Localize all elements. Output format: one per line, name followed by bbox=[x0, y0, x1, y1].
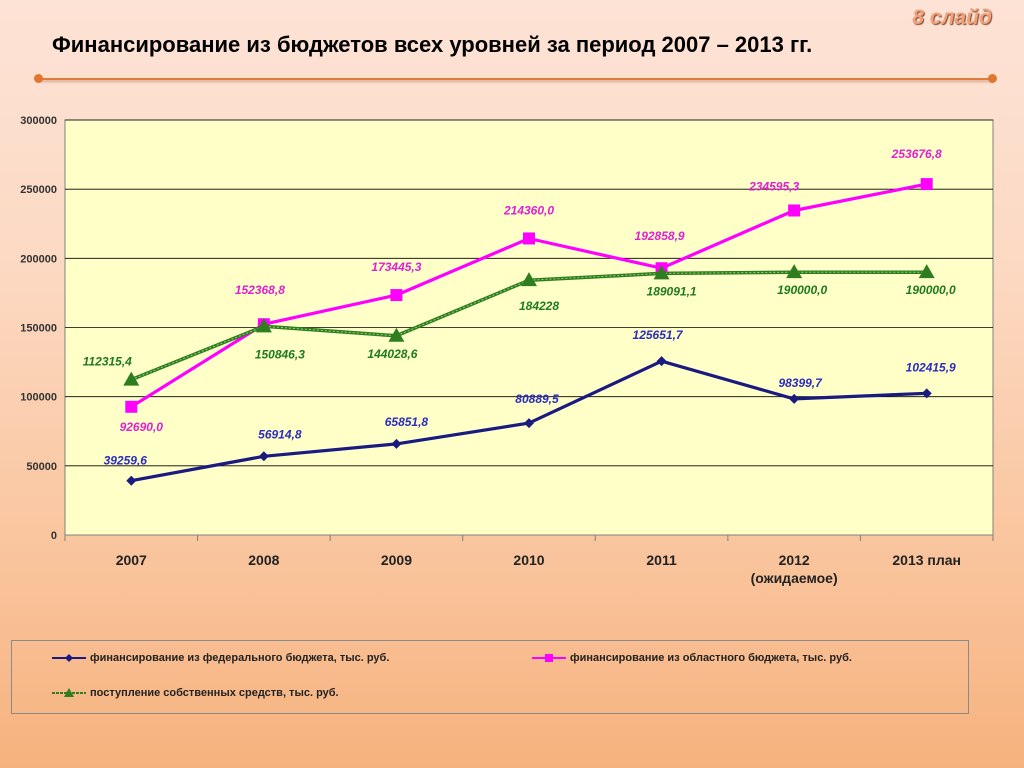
data-label: 190000,0 bbox=[777, 283, 827, 297]
data-point bbox=[521, 272, 537, 287]
line-chart: 0 50000 100000 150000 200000 250000 300000 2007… bbox=[20, 115, 994, 586]
y-tick-label: 150000 bbox=[20, 323, 57, 335]
data-label: 98399,7 bbox=[778, 376, 823, 390]
data-label: 234595,3 bbox=[748, 179, 799, 193]
data-label: 152368,8 bbox=[235, 283, 285, 297]
y-tick-label: 300000 bbox=[20, 115, 57, 127]
x-tick-label: 2011 bbox=[646, 552, 677, 568]
data-point bbox=[391, 438, 402, 449]
legend-label-own: поступление собственных средств, тыс. ру… bbox=[90, 687, 339, 699]
data-point bbox=[788, 204, 801, 217]
data-point bbox=[390, 289, 403, 302]
data-point bbox=[388, 327, 405, 342]
data-label: 190000,0 bbox=[906, 283, 956, 297]
x-tick-label: 2013 план bbox=[892, 552, 961, 568]
y-tick-label: 200000 bbox=[20, 253, 57, 265]
data-label: 214360,0 bbox=[503, 203, 554, 217]
data-point bbox=[255, 318, 272, 333]
data-point bbox=[921, 388, 932, 399]
data-point bbox=[524, 418, 534, 429]
data-point bbox=[653, 265, 670, 280]
data-point bbox=[126, 475, 137, 486]
chart-legend: финансирование из федерального бюджета, … bbox=[11, 640, 969, 714]
data-label: 144028,6 bbox=[367, 347, 417, 361]
data-label: 92690,0 bbox=[120, 420, 164, 434]
data-label: 189091,1 bbox=[647, 284, 697, 298]
legend-label-federal: финансирование из федерального бюджета, … bbox=[90, 652, 390, 664]
x-tick-label: (ожидаемое) bbox=[751, 570, 838, 586]
data-point bbox=[656, 356, 667, 367]
x-tick-label: 2009 bbox=[381, 552, 412, 568]
y-tick-label: 50000 bbox=[26, 461, 57, 473]
data-label: 125651,7 bbox=[633, 328, 684, 342]
data-label: 192858,9 bbox=[635, 229, 685, 243]
data-label: 56914,8 bbox=[258, 427, 302, 441]
legend-swatch-federal bbox=[52, 654, 86, 662]
data-label: 184228 bbox=[519, 299, 559, 313]
y-tick-label: 100000 bbox=[20, 392, 57, 404]
legend-item-federal: финансирование из федерального бюджета, … bbox=[52, 652, 389, 664]
data-label: 112315,4 bbox=[83, 355, 132, 369]
data-label: 150846,3 bbox=[255, 347, 305, 361]
data-label: 65851,8 bbox=[385, 415, 429, 429]
divider-dot-right bbox=[988, 74, 997, 83]
x-tick-label: 2008 bbox=[248, 552, 279, 568]
legend-item-regional: финансирование из областного бюджета, ты… bbox=[532, 652, 852, 664]
title-divider bbox=[38, 78, 993, 80]
data-label: 102415,9 bbox=[906, 360, 956, 374]
x-tick-label: 2010 bbox=[513, 552, 544, 568]
divider-dot-left bbox=[34, 74, 43, 83]
data-label: 173445,3 bbox=[371, 260, 421, 274]
data-point bbox=[125, 400, 138, 413]
data-point bbox=[523, 232, 535, 245]
legend-item-own: поступление собственных средств, тыс. ру… bbox=[52, 687, 339, 699]
legend-swatch-regional bbox=[532, 654, 566, 662]
data-point bbox=[123, 371, 140, 386]
legend-swatch-own bbox=[52, 688, 86, 697]
data-point bbox=[920, 178, 933, 191]
slide-title: Финансирование из бюджетов всех уровней … bbox=[52, 32, 813, 57]
y-tick-label: 0 bbox=[51, 530, 57, 542]
data-label: 253676,8 bbox=[891, 147, 942, 161]
data-point bbox=[789, 393, 800, 404]
data-point bbox=[786, 264, 803, 279]
y-tick-label: 250000 bbox=[20, 184, 57, 196]
slide-number-tag: 8 слайд bbox=[912, 6, 992, 29]
x-tick-label: 2012 bbox=[779, 552, 810, 568]
data-label: 39259,6 bbox=[104, 454, 148, 468]
data-point bbox=[918, 264, 935, 279]
legend-label-regional: финансирование из областного бюджета, ты… bbox=[570, 652, 852, 664]
x-tick-label: 2007 bbox=[116, 552, 147, 568]
data-label: 80889,5 bbox=[515, 392, 559, 406]
data-point bbox=[258, 451, 269, 462]
